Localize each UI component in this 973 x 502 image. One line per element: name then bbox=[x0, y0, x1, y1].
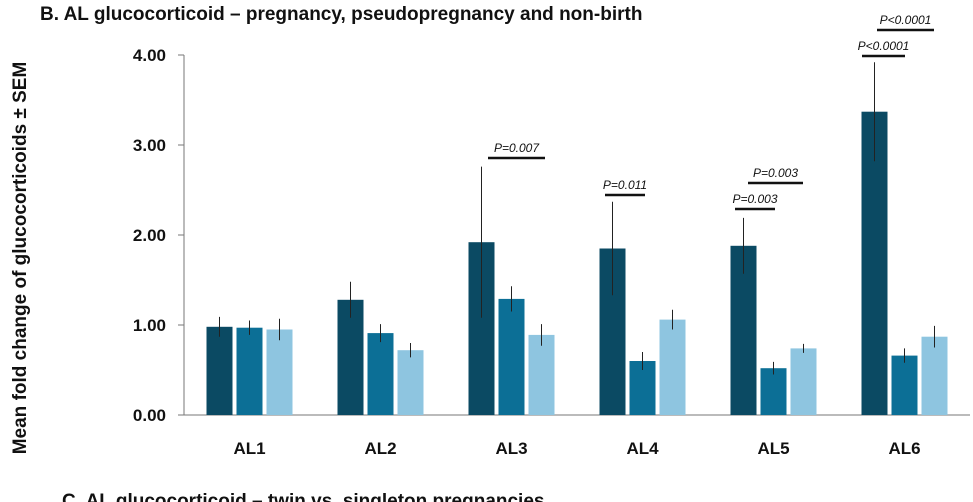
x-tick-label: AL1 bbox=[233, 439, 265, 458]
y-axis-label: Mean fold change of glucocorticoids ± SE… bbox=[10, 62, 31, 455]
x-tick-label: AL5 bbox=[757, 439, 789, 458]
bar bbox=[498, 298, 525, 415]
bar bbox=[206, 326, 233, 415]
significance-label: P=0.007 bbox=[494, 141, 540, 155]
y-tick-label: 0.00 bbox=[133, 406, 166, 425]
bar bbox=[528, 334, 555, 415]
bar bbox=[236, 327, 263, 415]
y-tick-label: 1.00 bbox=[133, 316, 166, 335]
bar bbox=[730, 245, 757, 415]
y-tick-label: 3.00 bbox=[133, 136, 166, 155]
bar bbox=[266, 329, 293, 415]
x-tick-label: AL2 bbox=[364, 439, 396, 458]
bar bbox=[921, 336, 948, 415]
significance-label: P<0.0001 bbox=[858, 39, 910, 53]
significance-label: P<0.0001 bbox=[880, 13, 932, 27]
x-tick-label: AL4 bbox=[626, 439, 659, 458]
y-tick-label: 4.00 bbox=[133, 46, 166, 65]
bar bbox=[760, 368, 787, 415]
bar bbox=[659, 319, 686, 415]
bar bbox=[367, 333, 394, 415]
y-tick-label: 2.00 bbox=[133, 226, 166, 245]
next-chart-title: C. AL glucocorticoid – twin vs. singleto… bbox=[62, 491, 544, 502]
significance-label: P=0.003 bbox=[753, 166, 798, 180]
bar bbox=[337, 299, 364, 415]
x-tick-label: AL6 bbox=[888, 439, 920, 458]
bar bbox=[397, 350, 424, 415]
significance-label: P=0.011 bbox=[603, 178, 647, 192]
x-tick-label: AL3 bbox=[495, 439, 527, 458]
bar bbox=[790, 348, 817, 415]
significance-label: P=0.003 bbox=[732, 192, 777, 206]
bar bbox=[861, 111, 888, 415]
bar bbox=[891, 355, 918, 415]
chart-title: B. AL glucocorticoid – pregnancy, pseudo… bbox=[40, 4, 642, 25]
